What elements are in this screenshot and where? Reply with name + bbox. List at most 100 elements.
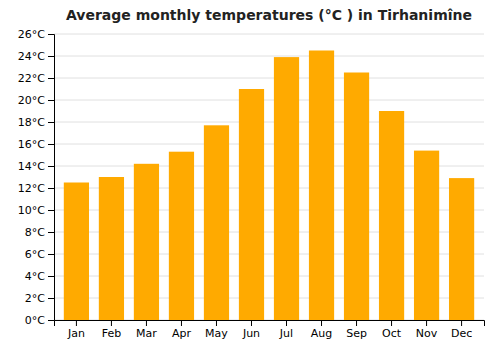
tick: Dec — [451, 320, 472, 340]
tick-label: Apr — [172, 327, 192, 340]
tick: 20°C — [18, 94, 54, 107]
tick-label: 18°C — [18, 116, 45, 129]
tick: Jan — [67, 320, 85, 340]
tick: 6°C — [25, 248, 54, 261]
tick-label: 12°C — [18, 182, 45, 195]
tick-mark — [286, 320, 287, 326]
tick: Mar — [136, 320, 157, 340]
tick-mark — [48, 166, 54, 167]
tick-label: 14°C — [18, 160, 45, 173]
bar — [169, 152, 194, 320]
tick: Apr — [172, 320, 192, 340]
tick-mark — [48, 298, 54, 299]
tick-label: May — [205, 327, 228, 340]
tick: Aug — [311, 320, 332, 340]
tick: 14°C — [18, 160, 54, 173]
tick-mark — [461, 320, 462, 326]
chart: Jan Feb Mar Apr May Jun Jul Aug Sep Oct Nov Dec 0°C 2… — [0, 0, 500, 350]
tick: 2°C — [25, 292, 54, 305]
tick-mark — [356, 320, 357, 326]
bar — [414, 151, 439, 320]
x-axis: Jan Feb Mar Apr May Jun Jul Aug Sep Oct Nov Dec — [55, 320, 485, 340]
tick-label: Jul — [279, 327, 293, 340]
tick-mark — [48, 232, 54, 233]
axis-line — [55, 321, 485, 327]
tick-label: 4°C — [25, 270, 45, 283]
grid — [54, 34, 484, 320]
bar — [239, 89, 264, 320]
tick-mark — [48, 100, 54, 101]
tick: 8°C — [25, 226, 54, 239]
tick-label: 16°C — [18, 138, 45, 151]
grid-line — [54, 34, 484, 35]
tick-mark — [146, 320, 147, 326]
tick: 4°C — [25, 270, 54, 283]
tick: 18°C — [18, 116, 54, 129]
tick-label: 26°C — [18, 28, 45, 41]
tick-mark — [426, 320, 427, 326]
grid-line — [54, 56, 484, 57]
tick-mark — [48, 122, 54, 123]
tick-mark — [76, 320, 77, 326]
bars — [64, 51, 474, 321]
tick: 12°C — [18, 182, 54, 195]
tick-mark — [48, 56, 54, 57]
tick: 10°C — [18, 204, 54, 217]
tick-mark — [216, 320, 217, 326]
tick-label: 24°C — [18, 50, 45, 63]
grid-line — [54, 78, 484, 79]
tick-label: Dec — [451, 327, 472, 340]
grid-line — [54, 144, 484, 145]
tick: May — [205, 320, 228, 340]
tick-mark — [48, 78, 54, 79]
tick: Jul — [279, 320, 293, 340]
bar — [344, 73, 369, 321]
tick: Feb — [102, 320, 121, 340]
tick-mark — [251, 320, 252, 326]
plot: Jan Feb Mar Apr May Jun Jul Aug Sep Oct Nov Dec 0°C 2… — [18, 28, 485, 340]
bar — [204, 125, 229, 320]
bar — [134, 164, 159, 320]
tick: 22°C — [18, 72, 54, 85]
tick: 24°C — [18, 50, 54, 63]
tick: Oct — [382, 320, 402, 340]
tick-mark — [48, 34, 54, 35]
tick-label: Feb — [102, 327, 121, 340]
bar — [449, 178, 474, 320]
tick-label: Oct — [382, 327, 402, 340]
bar — [99, 177, 124, 320]
tick-mark — [48, 144, 54, 145]
tick: Nov — [416, 320, 438, 340]
bar — [274, 57, 299, 320]
tick-label: 22°C — [18, 72, 45, 85]
bar — [309, 51, 334, 321]
axis-line — [48, 35, 55, 321]
tick-label: Sep — [346, 327, 367, 340]
tick-mark — [48, 320, 54, 321]
tick: 0°C — [25, 314, 54, 327]
tick-label: 0°C — [25, 314, 45, 327]
tick-mark — [48, 254, 54, 255]
tick: Sep — [346, 320, 367, 340]
bar — [64, 183, 89, 321]
tick-label: 10°C — [18, 204, 45, 217]
tick-label: Jun — [242, 327, 260, 340]
grid-line — [54, 122, 484, 123]
title: Average monthly temperatures (°C ) in Ti… — [66, 7, 472, 23]
tick-mark — [111, 320, 112, 326]
bar — [379, 111, 404, 320]
tick-label: 20°C — [18, 94, 45, 107]
tick-mark — [48, 276, 54, 277]
tick-label: 2°C — [25, 292, 45, 305]
tick-label: Aug — [311, 327, 332, 340]
tick-mark — [391, 320, 392, 326]
tick-mark — [48, 188, 54, 189]
tick: 26°C — [18, 28, 54, 41]
tick-mark — [181, 320, 182, 326]
y-axis: 0°C 2°C 4°C 6°C 8°C 10°C 12°C 14°C 16°C 18°C 20°C 2… — [18, 28, 55, 327]
tick-mark — [48, 210, 54, 211]
tick-label: Nov — [416, 327, 438, 340]
tick-label: Mar — [136, 327, 157, 340]
tick-mark — [321, 320, 322, 326]
tick: 16°C — [18, 138, 54, 151]
